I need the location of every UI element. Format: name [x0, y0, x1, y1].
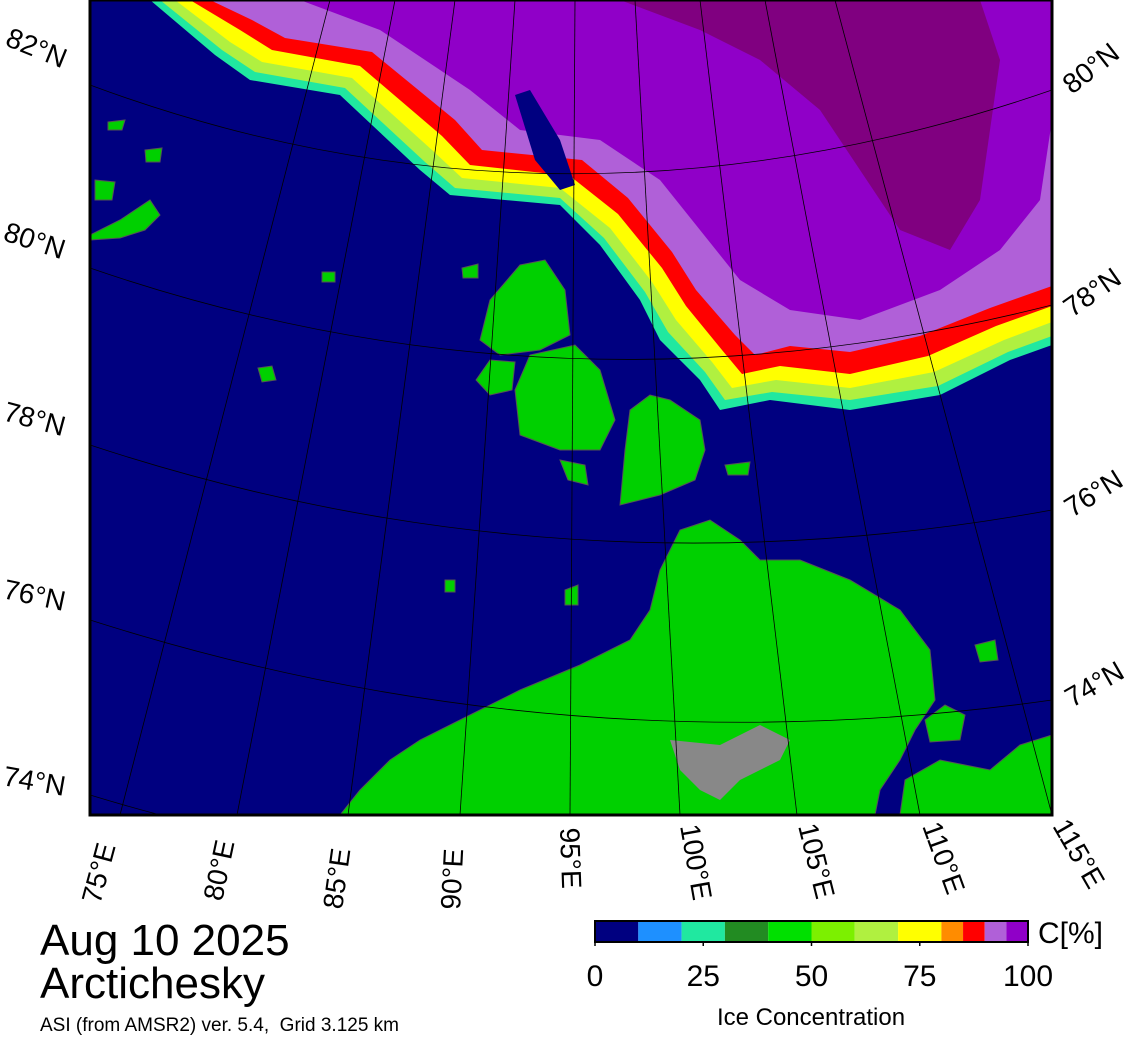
- land-bolshevik: [619, 394, 706, 506]
- lon-label: 85°E: [317, 846, 356, 911]
- lat-label: 78°N: [1058, 262, 1127, 323]
- colorbar-segment: [595, 921, 639, 942]
- grey-ice: [670, 725, 790, 800]
- lon-label: 95°E: [554, 827, 587, 889]
- colorbar-segment: [854, 921, 899, 942]
- lat-label: 80°N: [0, 216, 69, 265]
- lon-label: 115°E: [1047, 814, 1111, 894]
- colorbar-segment: [638, 921, 682, 942]
- ice-dense: [620, 0, 1000, 250]
- colorbar-segment: [898, 921, 942, 942]
- colorbar-tick-label: 0: [587, 960, 604, 993]
- land-october-rev: [514, 344, 616, 451]
- lat-label: 82°N: [2, 22, 72, 74]
- lat-label: 80°N: [1057, 37, 1125, 100]
- lat-label: 76°N: [1, 574, 69, 617]
- land-pioneer: [475, 359, 516, 396]
- lon-label: 80°E: [198, 837, 241, 903]
- lon-label: 100°E: [674, 822, 718, 903]
- colorbar-segment: [963, 921, 985, 942]
- lat-label: 76°N: [1059, 464, 1128, 523]
- colorbar-segment: [768, 921, 812, 942]
- colorbar-tick-label: 50: [795, 960, 828, 993]
- lon-label: 90°E: [435, 848, 469, 911]
- region-title: Arctichesky: [40, 959, 265, 1008]
- colorbar-segment: [1006, 921, 1028, 942]
- lat-label: 74°N: [1, 760, 68, 801]
- lon-label: 105°E: [792, 820, 841, 902]
- colorbar-tick-label: 100: [1003, 960, 1053, 993]
- colorbar-segment: [681, 921, 725, 942]
- source-note: ASI (from AMSR2) ver. 5.4, Grid 3.125 km: [40, 1015, 399, 1036]
- colorbar-segment: [811, 921, 855, 942]
- lon-label: 75°E: [76, 840, 122, 907]
- land-islands-west: [90, 119, 163, 241]
- lat-label: 78°N: [0, 396, 68, 442]
- land-islands-east: [899, 704, 1052, 815]
- date-title: Aug 10 2025: [40, 916, 290, 965]
- colorbar-title: Ice Concentration: [717, 1004, 905, 1031]
- lat-label: 74°N: [1060, 655, 1130, 713]
- map-area: [90, 0, 1052, 815]
- land-komsomolets: [479, 259, 571, 356]
- graticule: [90, 0, 1052, 815]
- map-frame: [88, 0, 1054, 817]
- colorbar-unit: C[%]: [1038, 917, 1103, 950]
- colorbar-segment: [941, 921, 964, 942]
- colorbar-segment: [724, 921, 769, 942]
- colorbar-tick-label: 25: [687, 960, 720, 993]
- lon-label: 110°E: [916, 817, 971, 898]
- colorbar-segment: [984, 921, 1007, 942]
- colorbar-tick-label: 75: [903, 960, 936, 993]
- polynya: [515, 90, 575, 190]
- colorbar: C[%] Ice Concentration 0 25 50 75 100: [587, 917, 1103, 1031]
- land-small: [257, 263, 999, 663]
